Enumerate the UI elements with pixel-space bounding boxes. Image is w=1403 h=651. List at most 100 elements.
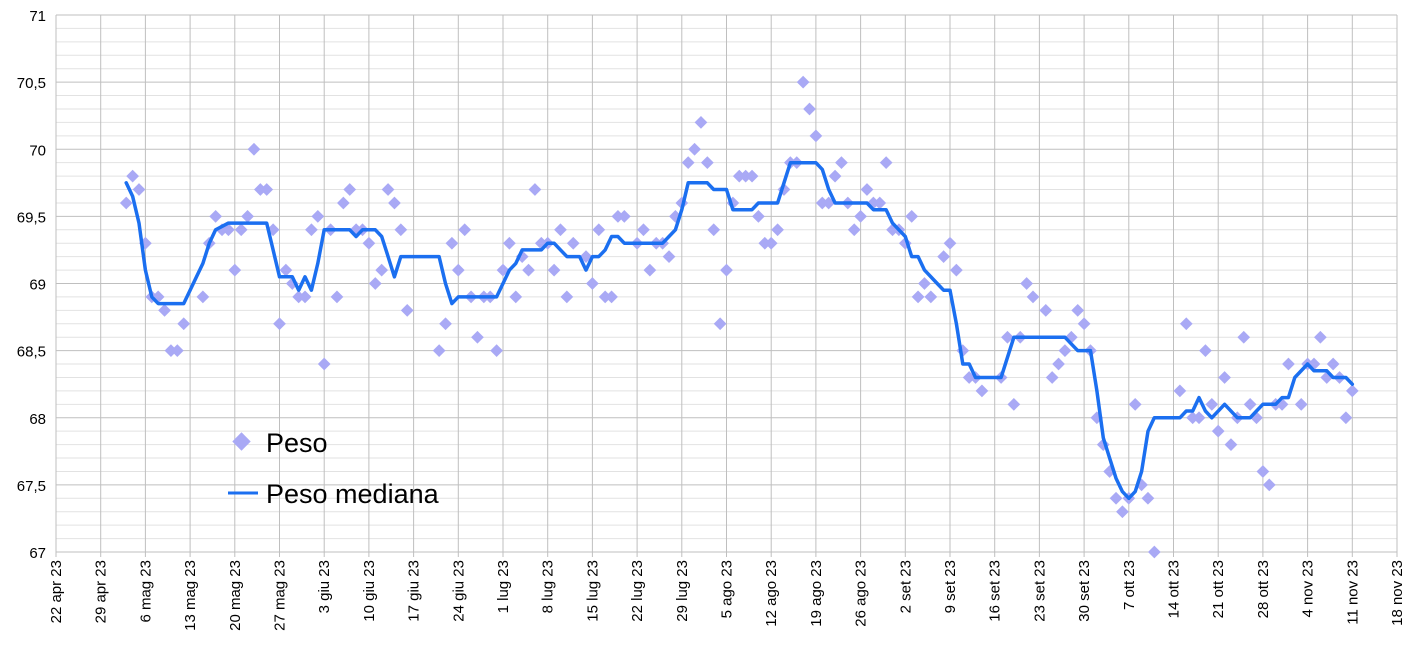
peso-point <box>170 344 184 357</box>
x-tick-label: 5 ago 23 <box>719 560 736 618</box>
legend: Peso Peso mediana <box>228 428 440 509</box>
peso-point <box>745 169 759 183</box>
peso-point <box>835 156 848 170</box>
x-tick-label: 2 set 23 <box>897 560 914 613</box>
x-tick-label: 30 set 23 <box>1076 560 1093 622</box>
peso-point <box>1173 384 1187 398</box>
peso-point <box>126 169 139 183</box>
peso-point <box>854 210 867 223</box>
y-tick-label: 69 <box>29 277 46 294</box>
peso-point <box>1052 357 1065 371</box>
peso-point <box>273 317 286 331</box>
peso-point <box>1256 465 1270 478</box>
peso-point <box>643 263 657 277</box>
x-tick-label: 20 mag 23 <box>227 560 244 631</box>
peso-point <box>1058 344 1072 357</box>
peso-point <box>860 183 874 196</box>
peso-point <box>1179 317 1193 331</box>
peso-point <box>873 196 887 210</box>
peso-point <box>1314 330 1327 344</box>
peso-point <box>1199 344 1212 357</box>
peso-point <box>260 183 274 196</box>
peso-point <box>1007 397 1021 411</box>
x-tick-label: 24 giu 23 <box>450 560 467 622</box>
x-tick-label: 14 ott 23 <box>1166 560 1183 618</box>
peso-point <box>528 183 542 196</box>
peso-point <box>298 290 312 304</box>
peso-point <box>490 344 503 357</box>
peso-point <box>617 210 631 223</box>
y-tick-label: 69,5 <box>17 209 46 226</box>
peso-point <box>847 223 861 237</box>
x-tick-label: 18 nov 23 <box>1389 560 1403 626</box>
peso-point <box>503 236 516 250</box>
x-tick-label: 26 ago 23 <box>853 560 870 627</box>
x-tick-label: 9 set 23 <box>942 560 959 613</box>
x-tick-label: 29 lug 23 <box>674 560 691 622</box>
peso-point <box>362 236 376 250</box>
peso-point <box>1141 491 1155 505</box>
peso-point <box>317 357 331 371</box>
y-tick-label: 70 <box>29 142 46 159</box>
peso-point <box>234 223 248 237</box>
legend-peso-mediana-label: Peso mediana <box>266 479 440 509</box>
peso-point <box>720 263 733 277</box>
peso-point <box>177 317 191 331</box>
x-tick-label: 7 ott 23 <box>1121 560 1138 610</box>
peso-point <box>228 263 242 277</box>
x-tick-label: 19 ago 23 <box>808 560 825 627</box>
peso-point <box>330 290 344 304</box>
peso-point <box>1045 371 1059 384</box>
y-axis-ticks: 67 67,5 68 68,5 69 69,5 70 70,5 71 <box>17 8 46 562</box>
peso-point <box>803 102 816 116</box>
peso-point <box>1192 411 1206 425</box>
peso-point <box>752 210 765 223</box>
peso-point <box>209 210 223 223</box>
x-tick-label: 1 lug 23 <box>495 560 512 613</box>
grid <box>55 14 1398 557</box>
x-tick-label: 22 lug 23 <box>629 560 646 622</box>
x-tick-label: 23 set 23 <box>1031 560 1048 622</box>
x-tick-label: 21 ott 23 <box>1210 560 1227 618</box>
x-tick-label: 8 lug 23 <box>540 560 557 613</box>
peso-point <box>764 236 778 250</box>
peso-point <box>343 183 357 196</box>
peso-point <box>1147 545 1161 559</box>
peso-point <box>700 156 714 170</box>
peso-point <box>943 236 957 250</box>
peso-point <box>605 290 618 304</box>
peso-point <box>119 196 133 210</box>
peso-point <box>1077 317 1091 331</box>
peso-point <box>445 236 459 250</box>
peso-point <box>388 196 401 210</box>
peso-point <box>471 330 484 344</box>
peso-point <box>1039 303 1053 317</box>
peso-point <box>1128 397 1142 411</box>
peso-point <box>1211 424 1225 438</box>
peso-point <box>828 169 842 183</box>
peso-point <box>394 223 408 237</box>
peso-point <box>1282 357 1295 371</box>
peso-mediana-line <box>124 160 1355 501</box>
x-tick-label: 12 ago 23 <box>763 560 780 627</box>
peso-point <box>662 250 676 264</box>
peso-point <box>279 263 293 277</box>
peso-point <box>911 290 925 304</box>
peso-point <box>1109 491 1123 505</box>
peso-point <box>918 277 931 290</box>
peso-point <box>1205 397 1219 411</box>
y-tick-label: 67 <box>29 545 46 562</box>
peso-point <box>1243 397 1257 411</box>
peso-point <box>400 303 414 317</box>
peso-point <box>509 290 523 304</box>
peso-point <box>975 384 989 398</box>
x-tick-label: 29 apr 23 <box>93 560 110 623</box>
peso-point <box>247 142 261 156</box>
peso-point <box>547 263 561 277</box>
peso-point <box>336 196 350 210</box>
y-tick-label: 68,5 <box>17 344 46 361</box>
x-tick-label: 4 nov 23 <box>1300 560 1317 618</box>
peso-point <box>458 223 472 237</box>
peso-point <box>707 223 721 237</box>
